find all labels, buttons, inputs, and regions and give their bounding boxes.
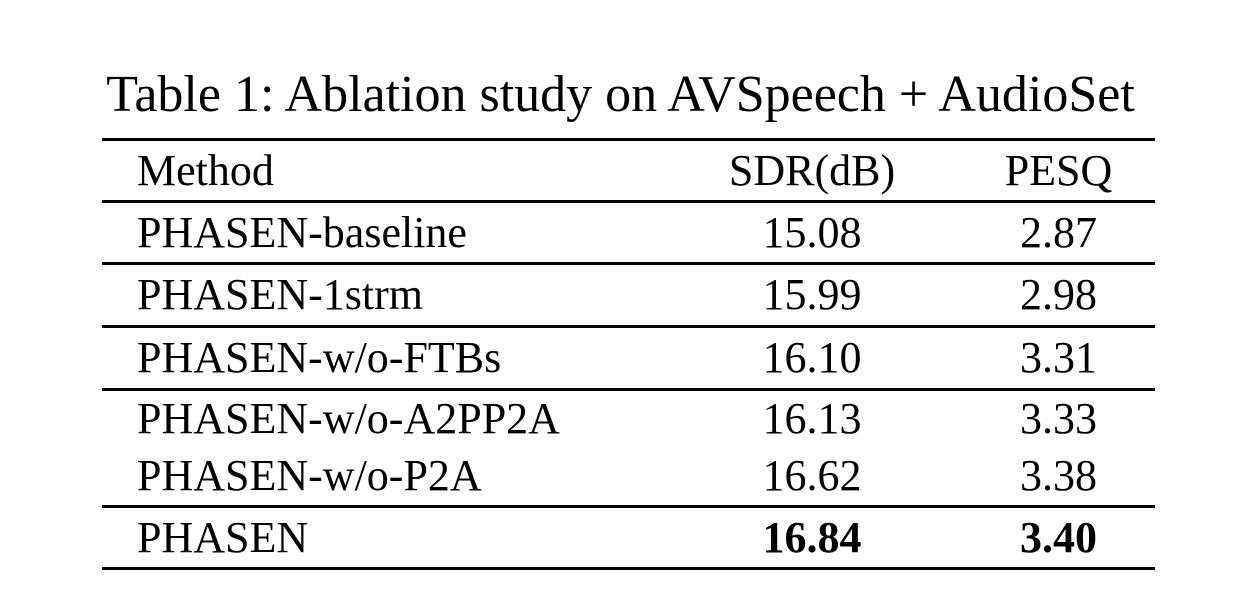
table-caption: Table 1: Ablation study on AVSpeech + Au… <box>106 66 1135 123</box>
cell-pesq: 3.31 <box>1020 333 1097 382</box>
cell-pesq: 2.87 <box>1020 207 1097 257</box>
cell-method: PHASEN-w/o-P2A <box>137 453 482 498</box>
cell-method: PHASEN-1strm <box>137 273 424 317</box>
table-row: PHASEN-w/o-FTBs 16.10 3.31 <box>102 325 1155 388</box>
col-header-pesq: PESQ <box>1004 145 1113 195</box>
cell-method: PHASEN <box>137 515 309 560</box>
table-row: PHASEN 16.84 3.40 <box>102 505 1155 567</box>
cell-method: PHASEN-w/o-FTBs <box>137 336 502 380</box>
ablation-table-body: PHASEN-baseline 15.08 2.87 PHASEN-1strm 15.9… <box>102 200 1155 567</box>
cell-sdr: 16.84 <box>762 512 862 562</box>
table-header-row: Method SDR(dB) PESQ <box>102 141 1155 200</box>
cell-sdr: 16.13 <box>762 393 862 443</box>
col-header-method: Method <box>137 148 274 193</box>
cell-pesq: 2.98 <box>1020 270 1097 319</box>
table-row: PHASEN-baseline 15.08 2.87 <box>102 200 1155 262</box>
cell-sdr: 16.62 <box>762 450 862 500</box>
cell-method: PHASEN-baseline <box>137 210 467 255</box>
ablation-table: Method SDR(dB) PESQ PHASEN-baseline 15.08… <box>102 138 1155 570</box>
col-header-sdr: SDR(dB) <box>728 145 896 195</box>
table-row: PHASEN-1strm 15.99 2.98 <box>102 262 1155 325</box>
cell-method: PHASEN-w/o-A2PP2A <box>137 396 560 441</box>
cell-pesq: 3.38 <box>1020 450 1097 500</box>
cell-sdr: 15.99 <box>762 270 862 319</box>
table-row: PHASEN-w/o-P2A 16.62 3.38 <box>102 446 1155 505</box>
table-row: PHASEN-w/o-A2PP2A 16.13 3.33 <box>102 388 1155 446</box>
cell-sdr: 15.08 <box>762 207 862 257</box>
cell-pesq: 3.33 <box>1020 393 1097 443</box>
cell-sdr: 16.10 <box>762 333 862 382</box>
cell-pesq: 3.40 <box>1020 512 1097 562</box>
